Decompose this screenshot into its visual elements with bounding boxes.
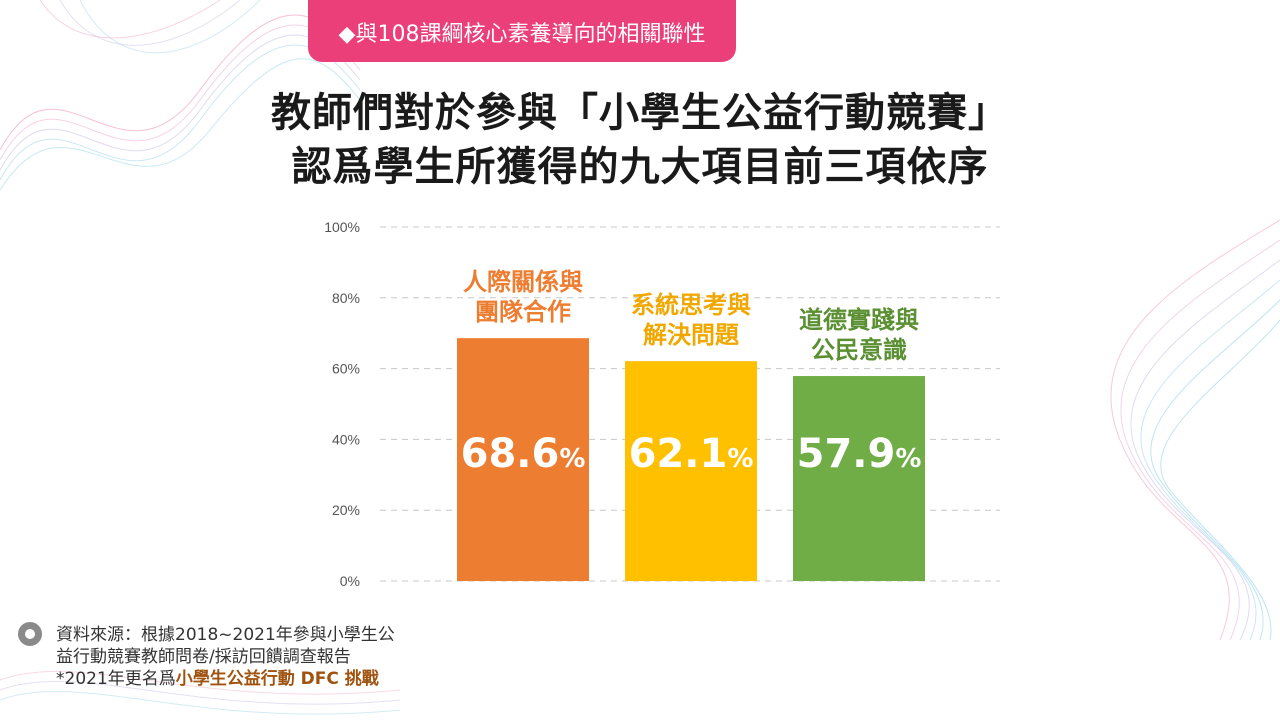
bar [457, 338, 589, 581]
source-text-line-2: 益行動競賽教師問卷/採訪回饋調查報告 [56, 647, 351, 667]
y-tick-label: 80% [332, 290, 360, 306]
bar-value-label: 68.6% [461, 431, 586, 477]
y-tick-label: 0% [340, 573, 360, 589]
y-tick-label: 40% [332, 431, 360, 447]
page-title-line-1: 教師們對於參與「小學生公益行動競賽」 [271, 90, 1009, 136]
bar [793, 376, 925, 581]
rename-note: *2021年更名爲小學生公益行動 DFC 挑戰 [56, 664, 379, 689]
bar-value-label: 57.9% [797, 431, 922, 477]
wave-decoration-right [1110, 220, 1280, 640]
bar [625, 361, 757, 581]
category-label: 人際關係與 [463, 268, 583, 296]
category-label: 團隊合作 [475, 298, 571, 326]
category-label: 解決問題 [643, 321, 740, 349]
y-tick-label: 60% [332, 361, 360, 377]
category-label: 公民意識 [811, 336, 907, 364]
rename-note-prefix: *2021年更名爲 [56, 669, 176, 689]
rename-note-highlight: 小學生公益行動 DFC 挑戰 [175, 669, 379, 689]
category-label: 系統思考與 [631, 291, 751, 319]
y-tick-label: 20% [332, 502, 360, 518]
bar-value-label: 62.1% [629, 431, 754, 477]
page-title-line-2: 認爲學生所獲得的九大項目前三項依序 [291, 144, 989, 190]
category-label: 道德實踐與 [799, 306, 919, 334]
source-text-line-1: 資料來源：根據2018~2021年參與小學生公 [56, 625, 395, 645]
source-bullet-icon [18, 622, 42, 646]
section-tag: ◆與108課綱核心素養導向的相關聯性 [308, 0, 736, 62]
y-tick-label: 100% [324, 219, 360, 235]
